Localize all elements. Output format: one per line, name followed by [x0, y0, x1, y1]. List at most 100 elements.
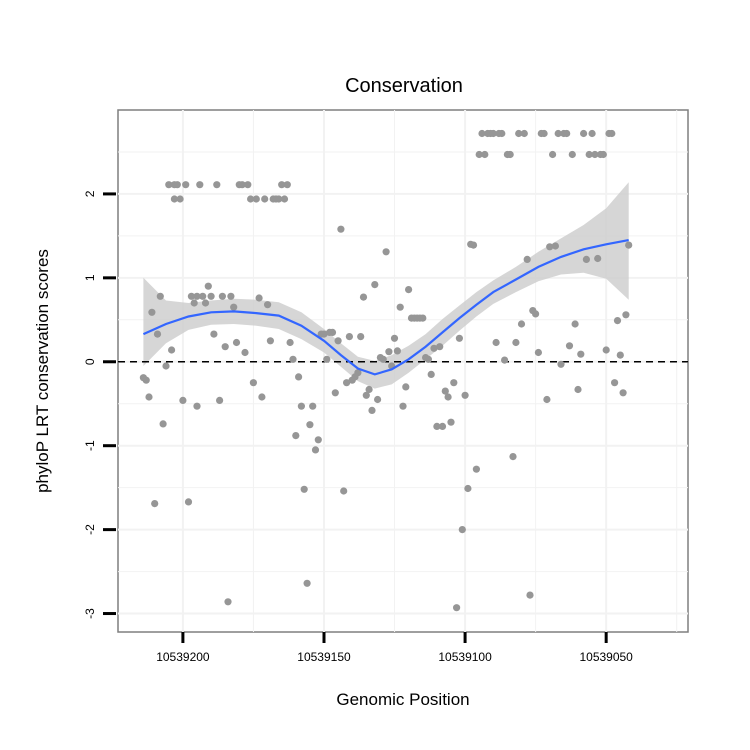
data-point	[297, 402, 305, 410]
data-point	[385, 348, 393, 356]
data-point	[574, 385, 582, 394]
data-point	[616, 351, 624, 359]
x-tick-label: 10539200	[156, 650, 210, 664]
data-point	[557, 360, 565, 368]
data-point	[501, 356, 509, 364]
data-point	[289, 355, 297, 363]
data-point	[357, 333, 365, 341]
data-point	[469, 241, 478, 249]
x-tick-label: 10539100	[438, 650, 492, 664]
data-point	[190, 299, 198, 307]
data-point	[264, 301, 272, 309]
grid-lines	[118, 110, 688, 632]
data-point	[244, 181, 252, 189]
data-point	[247, 195, 255, 203]
data-point	[261, 195, 269, 203]
data-point	[464, 484, 472, 493]
data-point	[193, 292, 201, 300]
y-tick-label: -1	[83, 440, 97, 451]
data-point	[506, 150, 514, 159]
data-point	[210, 330, 218, 338]
smooth-line-group	[142, 239, 629, 376]
data-point	[475, 150, 483, 159]
data-point	[365, 385, 373, 394]
data-point	[568, 150, 576, 159]
data-point	[145, 393, 153, 401]
data-point	[580, 129, 588, 138]
data-point	[159, 420, 167, 428]
data-point	[193, 402, 201, 410]
data-point	[453, 604, 461, 612]
data-point	[162, 362, 170, 370]
data-point	[218, 292, 226, 300]
data-point	[275, 195, 283, 203]
data-point	[153, 330, 162, 338]
data-point	[343, 379, 351, 387]
data-point	[314, 436, 322, 444]
data-point	[611, 379, 619, 387]
chart-title: Conservation	[345, 75, 463, 97]
data-point	[179, 396, 187, 404]
data-point	[221, 343, 229, 351]
data-point	[176, 195, 184, 203]
data-point	[328, 328, 337, 336]
data-point	[444, 393, 452, 401]
data-point	[481, 150, 489, 159]
data-point	[582, 255, 591, 263]
y-tick-label: 1	[83, 274, 97, 281]
data-point	[424, 355, 432, 363]
smooth-line	[142, 239, 629, 376]
data-point	[311, 446, 320, 454]
data-point	[393, 347, 401, 355]
data-point	[354, 369, 362, 377]
data-point	[532, 310, 540, 318]
data-point	[278, 181, 286, 189]
data-point	[588, 129, 596, 138]
data-point	[216, 396, 224, 404]
data-point	[585, 150, 593, 159]
data-point	[478, 129, 486, 138]
data-point	[534, 348, 543, 357]
data-point	[199, 292, 207, 300]
data-point	[419, 314, 427, 322]
data-point	[170, 195, 178, 203]
y-tick-label: -3	[83, 608, 97, 619]
data-point	[441, 387, 449, 395]
data-point	[489, 129, 497, 138]
data-point	[577, 350, 585, 358]
x-axis: 10539200 10539150 10539100 10539050	[156, 632, 633, 664]
data-point	[599, 150, 607, 159]
data-point	[173, 181, 181, 189]
data-point	[292, 432, 300, 440]
data-point	[472, 465, 480, 473]
data-point	[461, 391, 469, 399]
data-point	[207, 292, 215, 300]
data-point	[447, 418, 455, 426]
data-point	[345, 333, 353, 341]
data-point	[165, 181, 173, 189]
data-point	[368, 406, 376, 414]
data-point	[379, 355, 387, 363]
data-point	[286, 338, 294, 347]
data-point	[512, 338, 520, 347]
data-point	[565, 342, 574, 350]
data-point	[295, 373, 303, 381]
data-point	[571, 320, 579, 328]
data-point	[184, 498, 193, 506]
data-point	[300, 485, 308, 493]
data-point	[331, 389, 339, 397]
data-point	[241, 348, 249, 357]
data-point	[306, 421, 314, 429]
data-point	[168, 346, 176, 354]
y-axis: -3 -2 -1 0 1 2	[83, 190, 116, 619]
data-point	[252, 195, 260, 203]
data-point	[142, 376, 150, 384]
data-point	[515, 129, 523, 138]
data-point	[238, 181, 246, 189]
data-point	[551, 242, 560, 250]
data-point	[594, 254, 602, 263]
data-point	[227, 292, 235, 300]
data-point	[492, 338, 500, 347]
data-point	[546, 243, 554, 251]
data-point	[543, 395, 551, 404]
